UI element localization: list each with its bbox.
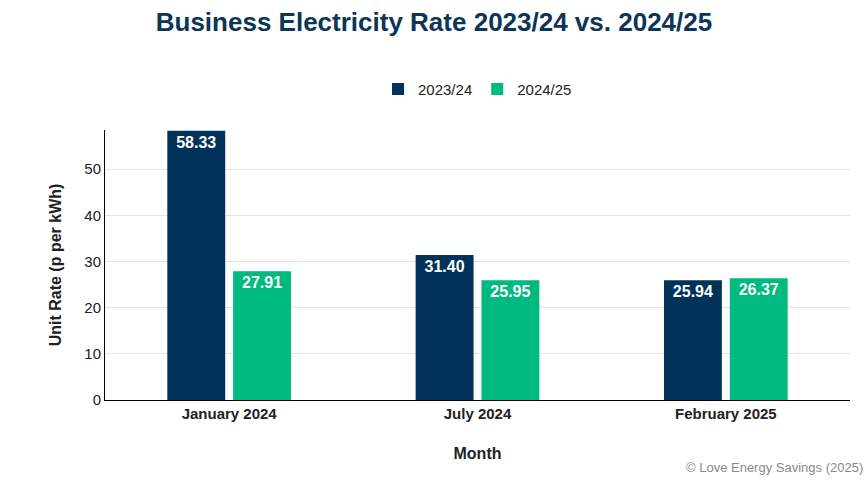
svg-text:10: 10 [84, 345, 101, 362]
svg-text:2024/25: 2024/25 [517, 81, 571, 98]
svg-text:31.40: 31.40 [425, 258, 465, 275]
svg-text:Month: Month [454, 445, 502, 462]
svg-text:February 2025: February 2025 [675, 405, 777, 422]
svg-text:30: 30 [84, 253, 101, 270]
svg-text:40: 40 [84, 207, 101, 224]
svg-text:25.95: 25.95 [490, 283, 530, 300]
svg-text:2023/24: 2023/24 [418, 81, 472, 98]
svg-text:50: 50 [84, 160, 101, 177]
svg-text:July 2024: July 2024 [444, 405, 512, 422]
svg-text:January 2024: January 2024 [182, 405, 278, 422]
svg-text:58.33: 58.33 [176, 134, 216, 151]
svg-text:25.94: 25.94 [673, 283, 713, 300]
svg-text:26.37: 26.37 [739, 281, 779, 298]
svg-text:Unit Rate (p per kWh): Unit Rate (p per kWh) [47, 184, 64, 347]
svg-text:20: 20 [84, 299, 101, 316]
svg-text:27.91: 27.91 [242, 274, 282, 291]
svg-text:© Love Energy Savings (2025): © Love Energy Savings (2025) [686, 460, 863, 475]
svg-text:Business Electricity Rate 2023: Business Electricity Rate 2023/24 vs. 20… [156, 7, 712, 37]
svg-text:0: 0 [93, 391, 101, 408]
